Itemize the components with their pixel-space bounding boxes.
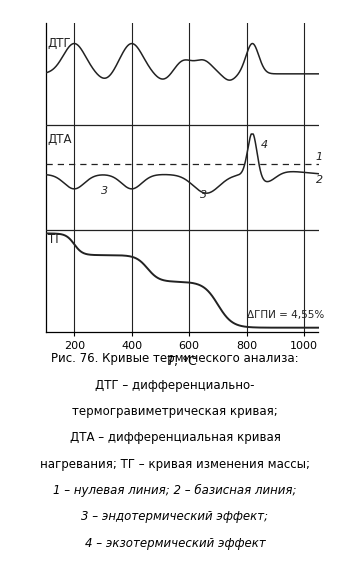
Text: 3 – эндотермический эффект;: 3 – эндотермический эффект; <box>82 510 268 523</box>
Text: 4 – экзотермический эффект: 4 – экзотермический эффект <box>85 537 265 550</box>
Text: Рис. 76. Кривые термического анализа:: Рис. 76. Кривые термического анализа: <box>51 352 299 366</box>
Text: термогравиметрическая кривая;: термогравиметрическая кривая; <box>72 405 278 418</box>
Text: ТГ: ТГ <box>48 233 62 246</box>
Text: ΔГПИ = 4,55%: ΔГПИ = 4,55% <box>247 310 324 320</box>
Text: нагревания; ТГ – кривая изменения массы;: нагревания; ТГ – кривая изменения массы; <box>40 458 310 471</box>
Text: 2: 2 <box>316 174 323 185</box>
Text: ДТГ – дифференциально-: ДТГ – дифференциально- <box>95 379 255 392</box>
Text: 1 – нулевая линия; 2 – базисная линия;: 1 – нулевая линия; 2 – базисная линия; <box>53 484 297 497</box>
Text: 1: 1 <box>316 152 323 162</box>
Text: 4: 4 <box>260 140 268 150</box>
Text: 3: 3 <box>200 190 207 200</box>
Text: ДТА – дифференциальная кривая: ДТА – дифференциальная кривая <box>70 431 280 444</box>
X-axis label: $T$, °C: $T$, °C <box>166 353 198 368</box>
Text: 3: 3 <box>101 186 108 196</box>
Text: ДТА: ДТА <box>48 133 72 145</box>
Text: ДТГ: ДТГ <box>48 37 71 50</box>
